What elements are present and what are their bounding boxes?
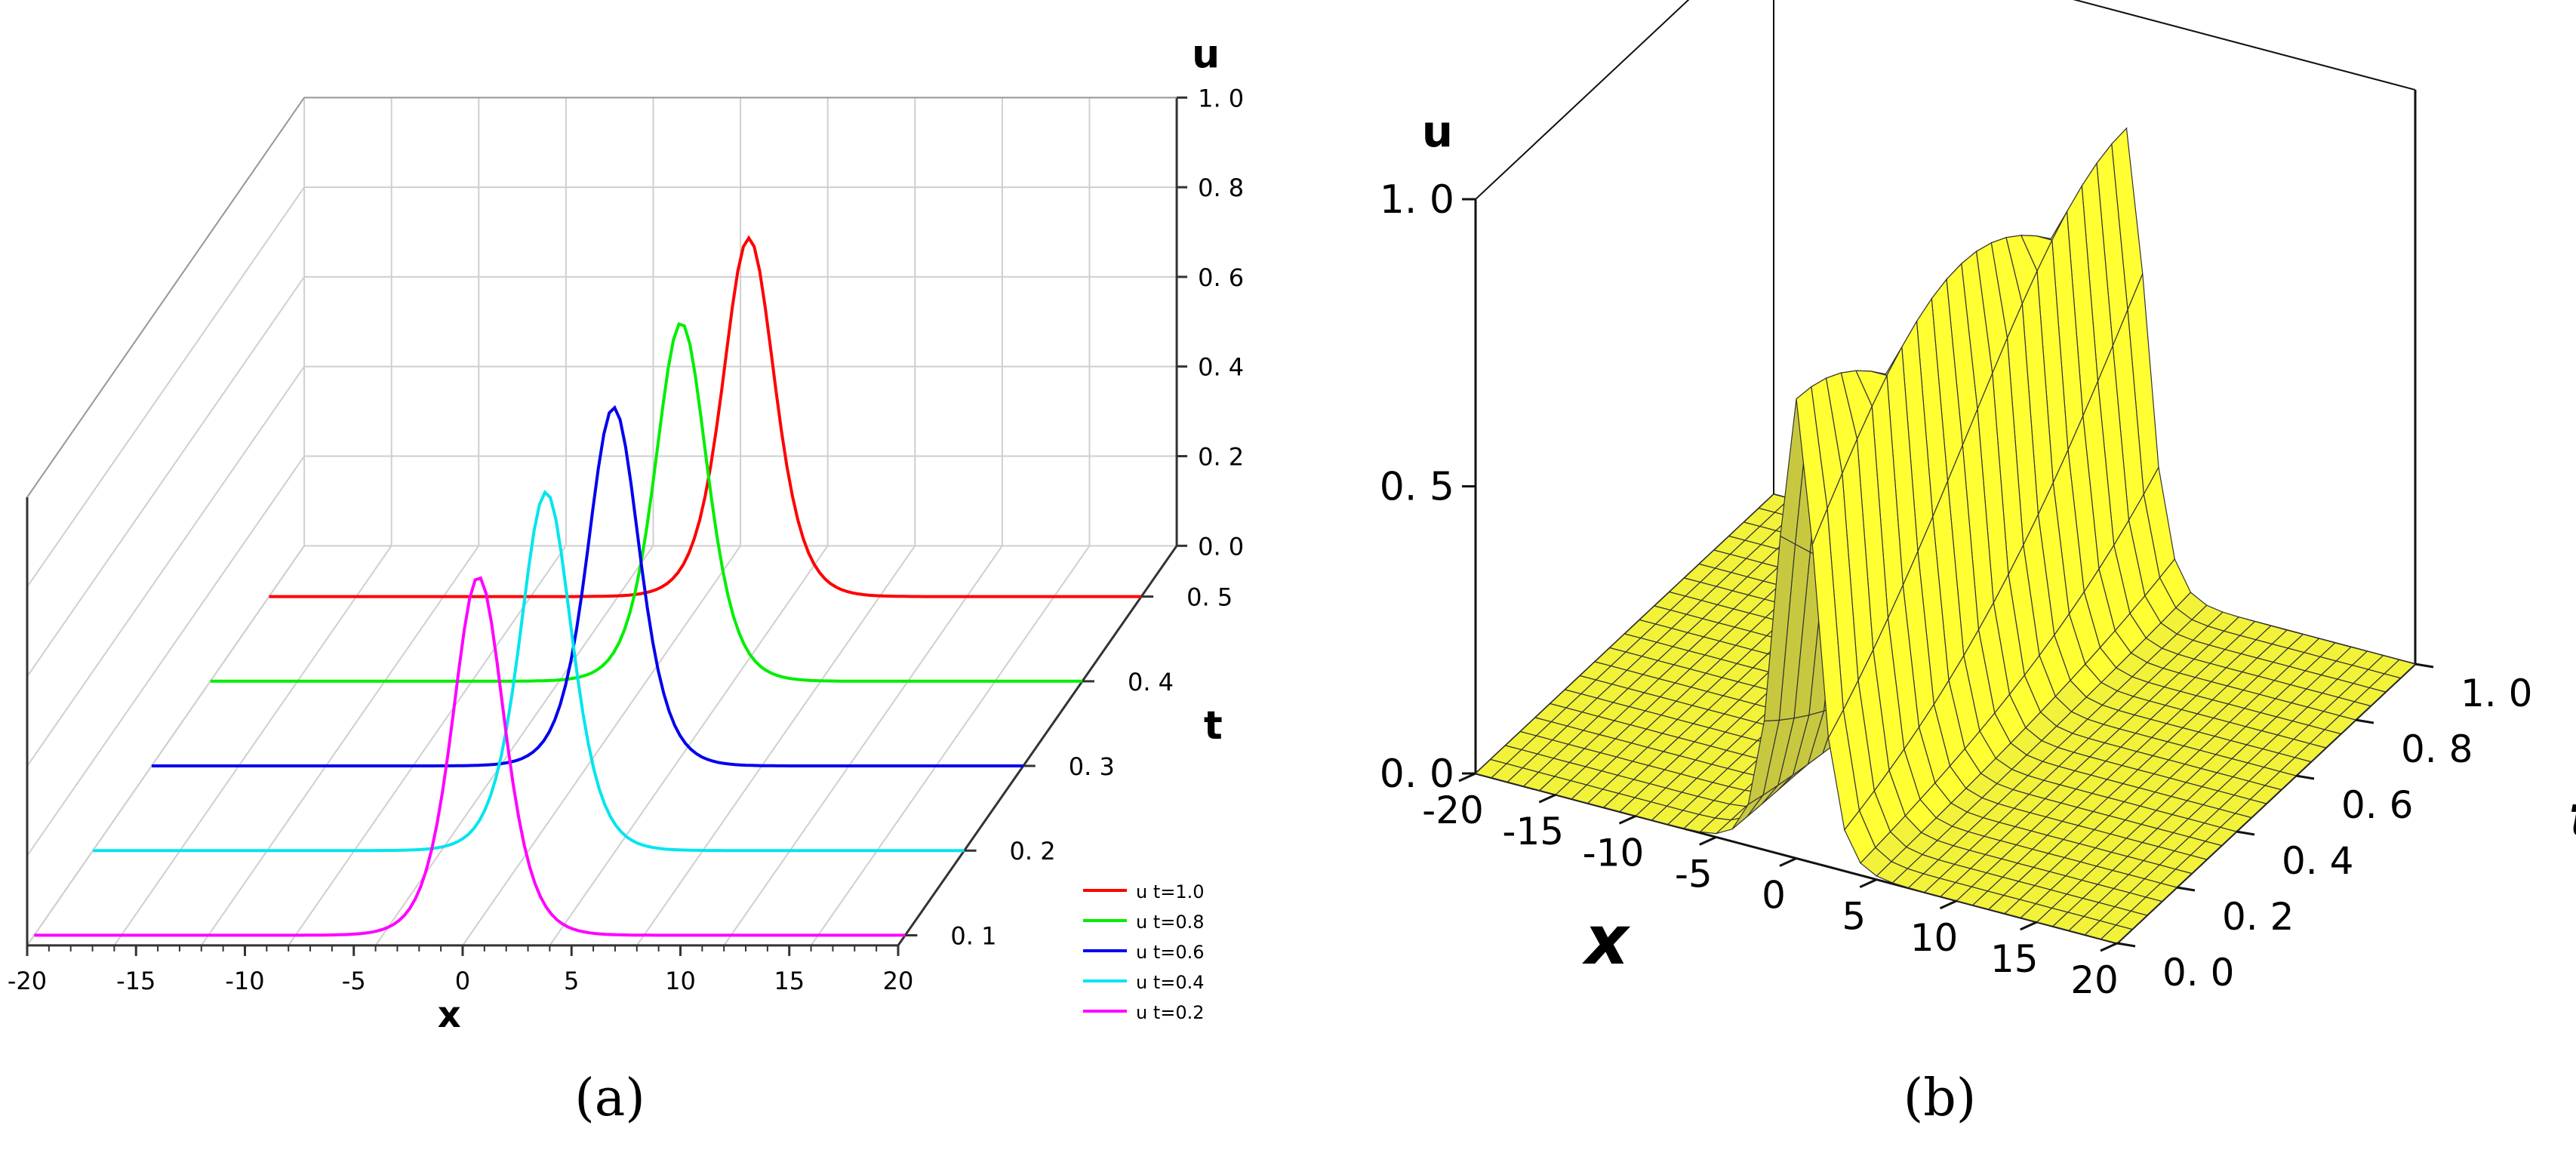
floor-gridline bbox=[636, 545, 916, 946]
legend-entry: u t=0.4 bbox=[1136, 972, 1205, 993]
floor-gridline bbox=[462, 545, 741, 946]
legend-entry: u t=0.6 bbox=[1136, 942, 1205, 963]
panel-b-label: (b) bbox=[1904, 1068, 1977, 1128]
legend-entry: u t=0.8 bbox=[1136, 912, 1205, 933]
t-tick-label: 0. 2 bbox=[1010, 837, 1056, 866]
x-tick-label: -5 bbox=[1675, 852, 1713, 896]
t-tick-label: 0. 1 bbox=[950, 921, 996, 950]
x-tick-label: 20 bbox=[2070, 958, 2119, 1002]
x-tick-label: -10 bbox=[225, 967, 264, 995]
x-axis-label: x bbox=[438, 994, 461, 1036]
t-axis-label: t bbox=[2569, 783, 2576, 851]
x-tick bbox=[1859, 878, 1877, 888]
x-tick bbox=[1699, 836, 1717, 846]
x-tick-label: -15 bbox=[1502, 810, 1564, 853]
t-tick bbox=[2236, 830, 2255, 836]
series-line bbox=[93, 490, 965, 853]
x-tick-label: -5 bbox=[342, 967, 366, 995]
x-tick-label: -10 bbox=[1583, 831, 1645, 875]
t-tick-label: 0. 3 bbox=[1069, 752, 1115, 781]
t-tick-label: 1. 0 bbox=[2461, 672, 2532, 715]
floor-gridline bbox=[26, 545, 305, 946]
floor-gridline bbox=[200, 545, 480, 946]
floor-gridline bbox=[723, 545, 1003, 946]
t-tick-label: 0. 5 bbox=[1186, 583, 1233, 612]
z-axis-label: u bbox=[1192, 32, 1220, 77]
series-line bbox=[269, 235, 1142, 598]
x-tick bbox=[1618, 814, 1637, 825]
z-tick-label: 1. 0 bbox=[1380, 177, 1454, 223]
x-tick-label: -15 bbox=[116, 967, 155, 995]
x-tick bbox=[1538, 793, 1556, 804]
z-tick-label: 0. 0 bbox=[1198, 532, 1244, 561]
z-tick-label: 0. 5 bbox=[1380, 465, 1454, 510]
x-tick bbox=[2100, 942, 2118, 952]
series-line bbox=[151, 404, 1023, 767]
surface-patch bbox=[2100, 924, 2134, 944]
t-tick-label: 0. 4 bbox=[2282, 839, 2353, 883]
side-wall-gridline bbox=[26, 276, 305, 678]
z-tick-label: 1. 0 bbox=[1198, 84, 1244, 112]
t-tick-label: 0. 4 bbox=[1128, 668, 1174, 696]
panel-b-chart: 0. 0 0. 5 1. 0 u -20 -15 -10 -5 0 5 10 15 20 x 0. 0 0. … bbox=[1380, 0, 2576, 1002]
x-tick-label: 10 bbox=[1910, 916, 1959, 960]
side-wall-gridline bbox=[26, 366, 305, 767]
axis-frame-top bbox=[1475, 0, 2416, 200]
t-tick bbox=[2355, 718, 2374, 724]
x-tick-label: -20 bbox=[1422, 789, 1484, 832]
series-line bbox=[210, 322, 1082, 683]
legend-entry: u t=0.2 bbox=[1136, 1002, 1205, 1023]
x-tick-label: -20 bbox=[8, 967, 47, 995]
t-tick-label: 0. 8 bbox=[2401, 727, 2473, 771]
t-tick bbox=[2116, 942, 2136, 948]
x-tick-label: 15 bbox=[1990, 937, 2039, 981]
legend-entry: u t=1.0 bbox=[1136, 881, 1205, 902]
x-tick-label: 20 bbox=[883, 967, 914, 995]
z-tick-label: 0. 2 bbox=[1198, 443, 1244, 472]
x-tick bbox=[1458, 772, 1476, 783]
t-tick bbox=[2414, 663, 2434, 669]
x-tick bbox=[1779, 857, 1797, 867]
x-axis-label: x bbox=[1582, 901, 1631, 980]
t-tick bbox=[2176, 886, 2196, 892]
axis-frame-top bbox=[26, 97, 1177, 498]
side-wall-gridline bbox=[26, 186, 305, 588]
side-wall-gridline bbox=[26, 455, 305, 856]
floor-gridline bbox=[113, 545, 392, 946]
axis-frame bbox=[26, 97, 1178, 947]
floor-gridline bbox=[288, 545, 567, 946]
panel-a-chart: -20 -15 -10 -5 0 5 10 15 20 x 0. 1 0. 2 0. 3 0. 4 0. 5… bbox=[8, 32, 1244, 1036]
panel-a-label: (a) bbox=[574, 1068, 645, 1128]
x-tick bbox=[1939, 899, 1958, 910]
z-tick-label: 0. 6 bbox=[1198, 263, 1244, 292]
series-line bbox=[34, 576, 906, 937]
x-tick bbox=[2020, 921, 2038, 931]
t-tick bbox=[2295, 774, 2315, 780]
x-tick-label: 5 bbox=[1842, 895, 1866, 939]
x-tick-label: 15 bbox=[774, 967, 805, 995]
t-tick-label: 0. 2 bbox=[2222, 895, 2294, 939]
t-axis-label: t bbox=[1204, 703, 1223, 749]
floor-gridline bbox=[374, 545, 654, 946]
t-tick-label: 0. 0 bbox=[2162, 951, 2234, 995]
t-tick-label: 0. 6 bbox=[2341, 783, 2413, 827]
x-tick-label: 0 bbox=[1762, 874, 1786, 918]
x-tick-label: 10 bbox=[665, 967, 696, 995]
floor-gridline bbox=[810, 545, 1091, 946]
z-tick-label: 0. 8 bbox=[1198, 174, 1244, 202]
x-tick-label: 0 bbox=[455, 967, 470, 995]
x-tick-label: 5 bbox=[564, 967, 579, 995]
z-tick-label: 0. 4 bbox=[1198, 353, 1244, 382]
z-axis-label: u bbox=[1422, 106, 1453, 157]
z-tick-label: 0. 0 bbox=[1380, 752, 1454, 797]
